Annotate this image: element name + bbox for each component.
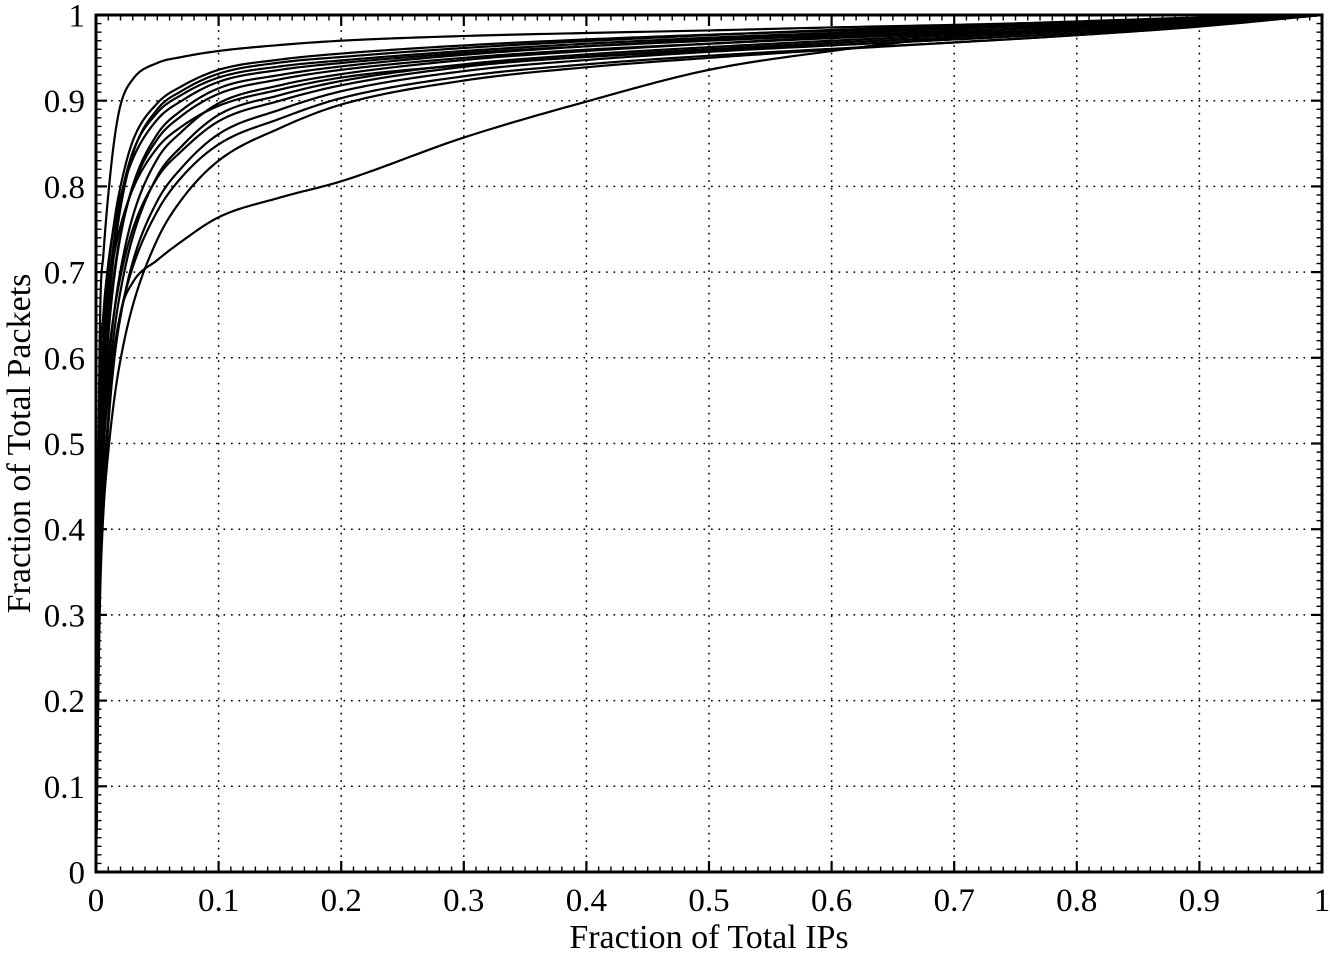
y-tick-label: 1 [69,0,86,35]
y-tick-label: 0.9 [44,84,85,120]
curve-07 [94,13,1324,874]
curve-02 [94,13,1324,874]
x-tick-label: 0.2 [321,883,362,919]
y-tick-label: 0.7 [44,256,85,292]
y-tick-label: 0.1 [44,770,85,806]
x-tick-label: 0.7 [934,883,975,919]
y-tick-label: 0.6 [44,341,85,377]
x-tick-label: 0.9 [1179,883,1220,919]
x-axis-label: Fraction of Total IPs [569,919,848,954]
x-tick-label: 0.6 [811,883,852,919]
y-tick-label: 0.4 [44,513,85,549]
y-axis-label: Fraction of Total Packets [1,274,38,614]
curve-11 [94,13,1324,874]
x-tick-label: 0.8 [1056,883,1097,919]
curve-15 [94,13,1324,874]
x-tick-label: 0.3 [443,883,484,919]
curve-05 [94,13,1324,874]
y-tick-label: 0.8 [44,170,85,206]
curve-03 [94,13,1324,874]
curve-08 [94,13,1324,874]
y-tick-label: 0 [69,856,86,892]
x-tick-label: 0.4 [566,883,607,919]
x-tick-label: 0.5 [688,883,729,919]
curve-10 [94,13,1324,874]
x-tick-label: 1 [1314,883,1330,919]
curve-14 [94,13,1324,874]
plot-border [94,13,1324,874]
y-tick-label: 0.5 [44,427,85,463]
curve-01 [94,13,1324,874]
x-tick-label: 0 [88,883,105,919]
y-tick-label: 0.3 [44,598,85,634]
x-tick-label: 0.1 [198,883,239,919]
y-tick-label: 0.2 [44,684,85,720]
